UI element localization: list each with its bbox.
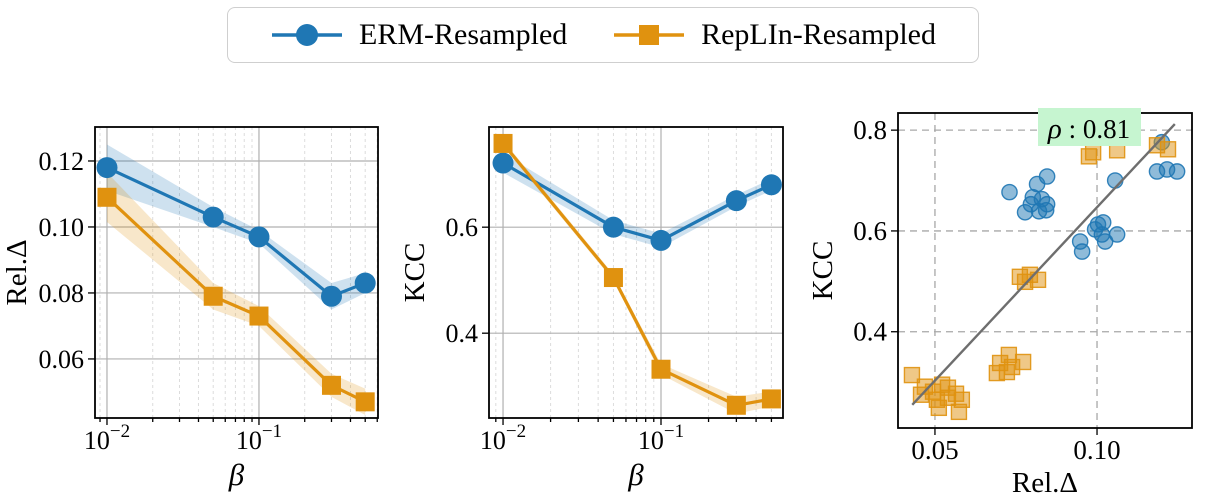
x-axis-label: β <box>228 457 245 492</box>
chart-kcc-vs-beta: 10−2 10−1 0.4 0.6 β KCC <box>399 95 800 503</box>
svg-text:0.05: 0.05 <box>911 435 958 465</box>
y-axis-label: KCC <box>807 241 839 301</box>
x-axis-label: β <box>627 457 644 492</box>
erm-resampled-series <box>492 152 782 251</box>
legend-item-replin-resampled: RepLIn-Resampled <box>612 18 936 52</box>
tick-marks <box>88 160 378 425</box>
svg-text:0.08: 0.08 <box>39 279 85 308</box>
svg-text:0.4: 0.4 <box>853 317 887 347</box>
rho-annotation: ρ : 0.81 <box>1038 108 1141 146</box>
svg-text:0.8: 0.8 <box>853 115 887 145</box>
x-axis-label: Rel.Δ <box>1012 467 1078 499</box>
svg-text:0.10: 0.10 <box>39 213 85 242</box>
svg-text:0.4: 0.4 <box>446 319 479 348</box>
y-tick-labels: 0.4 0.6 <box>446 213 479 348</box>
svg-text:10−2: 10−2 <box>480 421 526 455</box>
chart-kcc-vs-rel-delta: 0.05 0.10 0.4 0.6 0.8 Rel.Δ KCC ρ : 0.81 <box>800 95 1205 503</box>
axes-spines <box>94 126 379 419</box>
replin-resampled-scatter-points <box>903 137 1177 421</box>
erm-resampled-confidence-band <box>503 153 772 248</box>
y-axis-label: Rel.Δ <box>1 239 33 305</box>
kcc-vs-beta-plot: 10−2 10−1 0.4 0.6 β KCC <box>399 126 784 492</box>
erm-resampled-series <box>96 157 376 307</box>
replin-resampled-series <box>97 187 375 412</box>
dashed-gridlines <box>898 113 1192 428</box>
svg-text:10−1: 10−1 <box>638 421 684 455</box>
kcc-vs-rel-delta-scatter-plot: 0.05 0.10 0.4 0.6 0.8 Rel.Δ KCC ρ : 0.81 <box>807 108 1193 499</box>
svg-text:0.10: 0.10 <box>1073 435 1120 465</box>
svg-text:0.6: 0.6 <box>853 216 887 246</box>
svg-text:0.6: 0.6 <box>446 213 479 242</box>
svg-text:10−2: 10−2 <box>84 421 130 455</box>
y-axis-label: KCC <box>400 243 431 303</box>
svg-text:0.12: 0.12 <box>39 147 85 176</box>
legend-item-erm-resampled: ERM-Resampled <box>270 18 567 52</box>
legend: ERM-Resampled RepLIn-Resampled <box>227 7 979 63</box>
minor-gridlines <box>99 127 378 418</box>
x-tick-labels: 10−2 10−1 <box>84 421 282 455</box>
x-tick-labels: 0.05 0.10 <box>911 435 1120 465</box>
tick-marks <box>891 129 1098 435</box>
tick-marks <box>482 226 773 425</box>
legend-label-erm-resampled: ERM-Resampled <box>359 18 568 51</box>
y-tick-labels: 0.06 0.08 0.10 0.12 <box>39 147 85 374</box>
replin-line-square-marker-icon <box>614 25 685 45</box>
replin-resampled-series <box>493 133 781 415</box>
x-tick-labels: 10−2 10−1 <box>480 421 684 455</box>
y-tick-labels: 0.4 0.6 0.8 <box>853 115 887 347</box>
axes-spines <box>488 126 784 419</box>
svg-text:10−1: 10−1 <box>236 421 282 455</box>
legend-label-replin-resampled: RepLIn-Resampled <box>701 18 936 51</box>
rel-delta-vs-beta-plot: 10−2 10−1 0.06 0.08 0.10 0.12 β Rel.Δ <box>1 126 379 492</box>
svg-text:0.06: 0.06 <box>39 345 85 374</box>
svg-text:ρ : 0.81: ρ : 0.81 <box>1047 113 1130 145</box>
minor-gridlines <box>495 127 772 418</box>
erm-line-circle-marker-icon <box>272 24 342 46</box>
chart-rel-delta-vs-beta: 10−2 10−1 0.06 0.08 0.10 0.12 β Rel.Δ <box>0 95 400 503</box>
major-gridlines <box>489 127 783 418</box>
correlation-fit-line <box>911 123 1176 406</box>
